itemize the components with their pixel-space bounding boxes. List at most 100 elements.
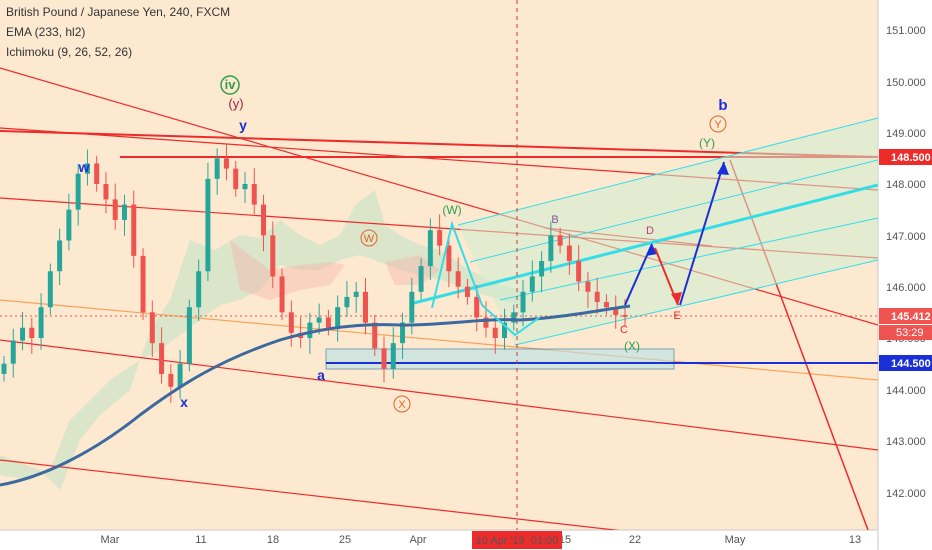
label-iv: iv	[225, 77, 237, 92]
crosshair-time-tag-bg	[472, 531, 562, 549]
price-axis-background	[878, 0, 932, 550]
time-tick-label: 22	[629, 534, 641, 546]
candle-body	[66, 209, 72, 241]
price-tick-label: 142.000	[886, 488, 926, 500]
candle-body	[94, 163, 100, 184]
candle-body	[149, 312, 155, 344]
label-X: X	[398, 399, 406, 411]
candle-body	[57, 240, 63, 272]
candle-body	[603, 302, 609, 308]
label-w: w	[78, 159, 90, 175]
candle-body	[29, 327, 35, 338]
indicator-ichimoku-label[interactable]: Ichimoku (9, 26, 52, 26)	[6, 45, 133, 59]
projection-blue-2	[679, 161, 725, 306]
symbol-title[interactable]: British Pound / Japanese Yen, 240, FXCM	[6, 5, 231, 19]
ichimoku-cloud-3	[385, 255, 440, 285]
candle-body	[325, 317, 331, 328]
time-tick-label: 25	[339, 534, 351, 546]
label-iv-y: (y)	[228, 96, 243, 111]
time-tick-label: Mar	[101, 534, 120, 546]
candle-body	[177, 363, 183, 387]
candle-body	[474, 296, 480, 318]
price-tag-144500: 144.500	[891, 358, 931, 370]
price-tag-current: 145.412	[891, 311, 931, 323]
rising-channel-bottom	[514, 259, 878, 346]
candle-body	[112, 199, 118, 220]
candle-body	[159, 343, 165, 374]
candle-body	[214, 158, 220, 179]
trend-top-line	[0, 130, 878, 158]
candle-body	[437, 230, 443, 246]
price-tick-label: 146.000	[886, 282, 926, 294]
time-tick-label: 13	[849, 534, 861, 546]
candle-body	[251, 184, 257, 205]
candle-body	[131, 204, 137, 256]
candle-body	[418, 266, 424, 292]
countdown-tag: 53:29	[896, 327, 924, 339]
candle-body	[344, 296, 350, 308]
candle-body	[539, 261, 545, 277]
candle-body	[316, 317, 322, 323]
candles-group	[1, 144, 628, 403]
cyan-trendline-thick	[409, 183, 878, 306]
label-W: W	[364, 233, 375, 245]
candle-body	[372, 322, 378, 349]
arrowhead-blue-2	[717, 162, 729, 175]
candle-body	[186, 307, 192, 364]
candle-body	[84, 163, 90, 174]
arrowhead-red-1	[671, 292, 682, 305]
trend-channel-line-5	[0, 459, 620, 530]
candle-body	[390, 343, 396, 369]
time-tick-label: 18	[267, 534, 279, 546]
price-axis[interactable]: 151.000 150.000 149.000 148.000 147.000 …	[886, 25, 926, 500]
price-tag-148500: 148.500	[891, 152, 931, 164]
label-C: C	[620, 324, 628, 336]
candle-body	[427, 230, 433, 267]
candle-body	[622, 314, 628, 317]
candle-body	[529, 276, 535, 292]
price-tick-label: 144.000	[886, 385, 926, 397]
label-Y-circle	[709, 115, 727, 133]
candle-body	[520, 291, 526, 313]
candle-body	[261, 204, 267, 236]
orange-trendline	[0, 299, 878, 381]
label-x: x	[180, 394, 188, 410]
label-Y: Y	[714, 119, 722, 131]
support-zone	[325, 348, 675, 370]
rising-channel-top	[457, 117, 878, 226]
label-paren-W: (W)	[442, 203, 461, 217]
candle-body	[168, 373, 174, 387]
cyan-zigzag	[431, 220, 541, 337]
price-tags: 148.500 145.412 53:29 144.500	[879, 149, 932, 371]
candle-body	[409, 291, 415, 323]
label-W-circle	[360, 229, 378, 247]
candle-body	[307, 322, 313, 338]
candle-body	[103, 184, 109, 200]
label-paren-X: (X)	[624, 339, 640, 353]
label-a: a	[317, 367, 325, 383]
indicator-ema-label[interactable]: EMA (233, hl2)	[6, 25, 86, 39]
candle-body	[566, 245, 572, 261]
time-tick-label: May	[725, 534, 746, 546]
rising-channel-fill	[458, 118, 878, 345]
time-axis[interactable]: Mar 11 18 25 Apr 15 22 May 13 10 Apr '19…	[101, 531, 862, 549]
label-E: E	[673, 310, 680, 322]
label-iv-circle	[220, 75, 240, 95]
candle-body	[75, 173, 81, 210]
candle-body	[205, 178, 211, 272]
candle-body	[270, 235, 276, 277]
candle-body	[548, 235, 554, 261]
candle-body	[353, 291, 359, 297]
candle-body	[223, 158, 229, 169]
label-D: D	[646, 225, 654, 237]
label-y: y	[239, 117, 247, 133]
candle-body	[196, 271, 202, 308]
price-tick-label: 148.000	[886, 179, 926, 191]
rising-channel-mid2	[499, 217, 878, 301]
price-tick-label: 143.000	[886, 436, 926, 448]
candle-body	[381, 348, 387, 369]
price-tag-current-bg	[879, 308, 932, 324]
candle-body	[1, 363, 7, 374]
candle-body	[585, 281, 591, 292]
